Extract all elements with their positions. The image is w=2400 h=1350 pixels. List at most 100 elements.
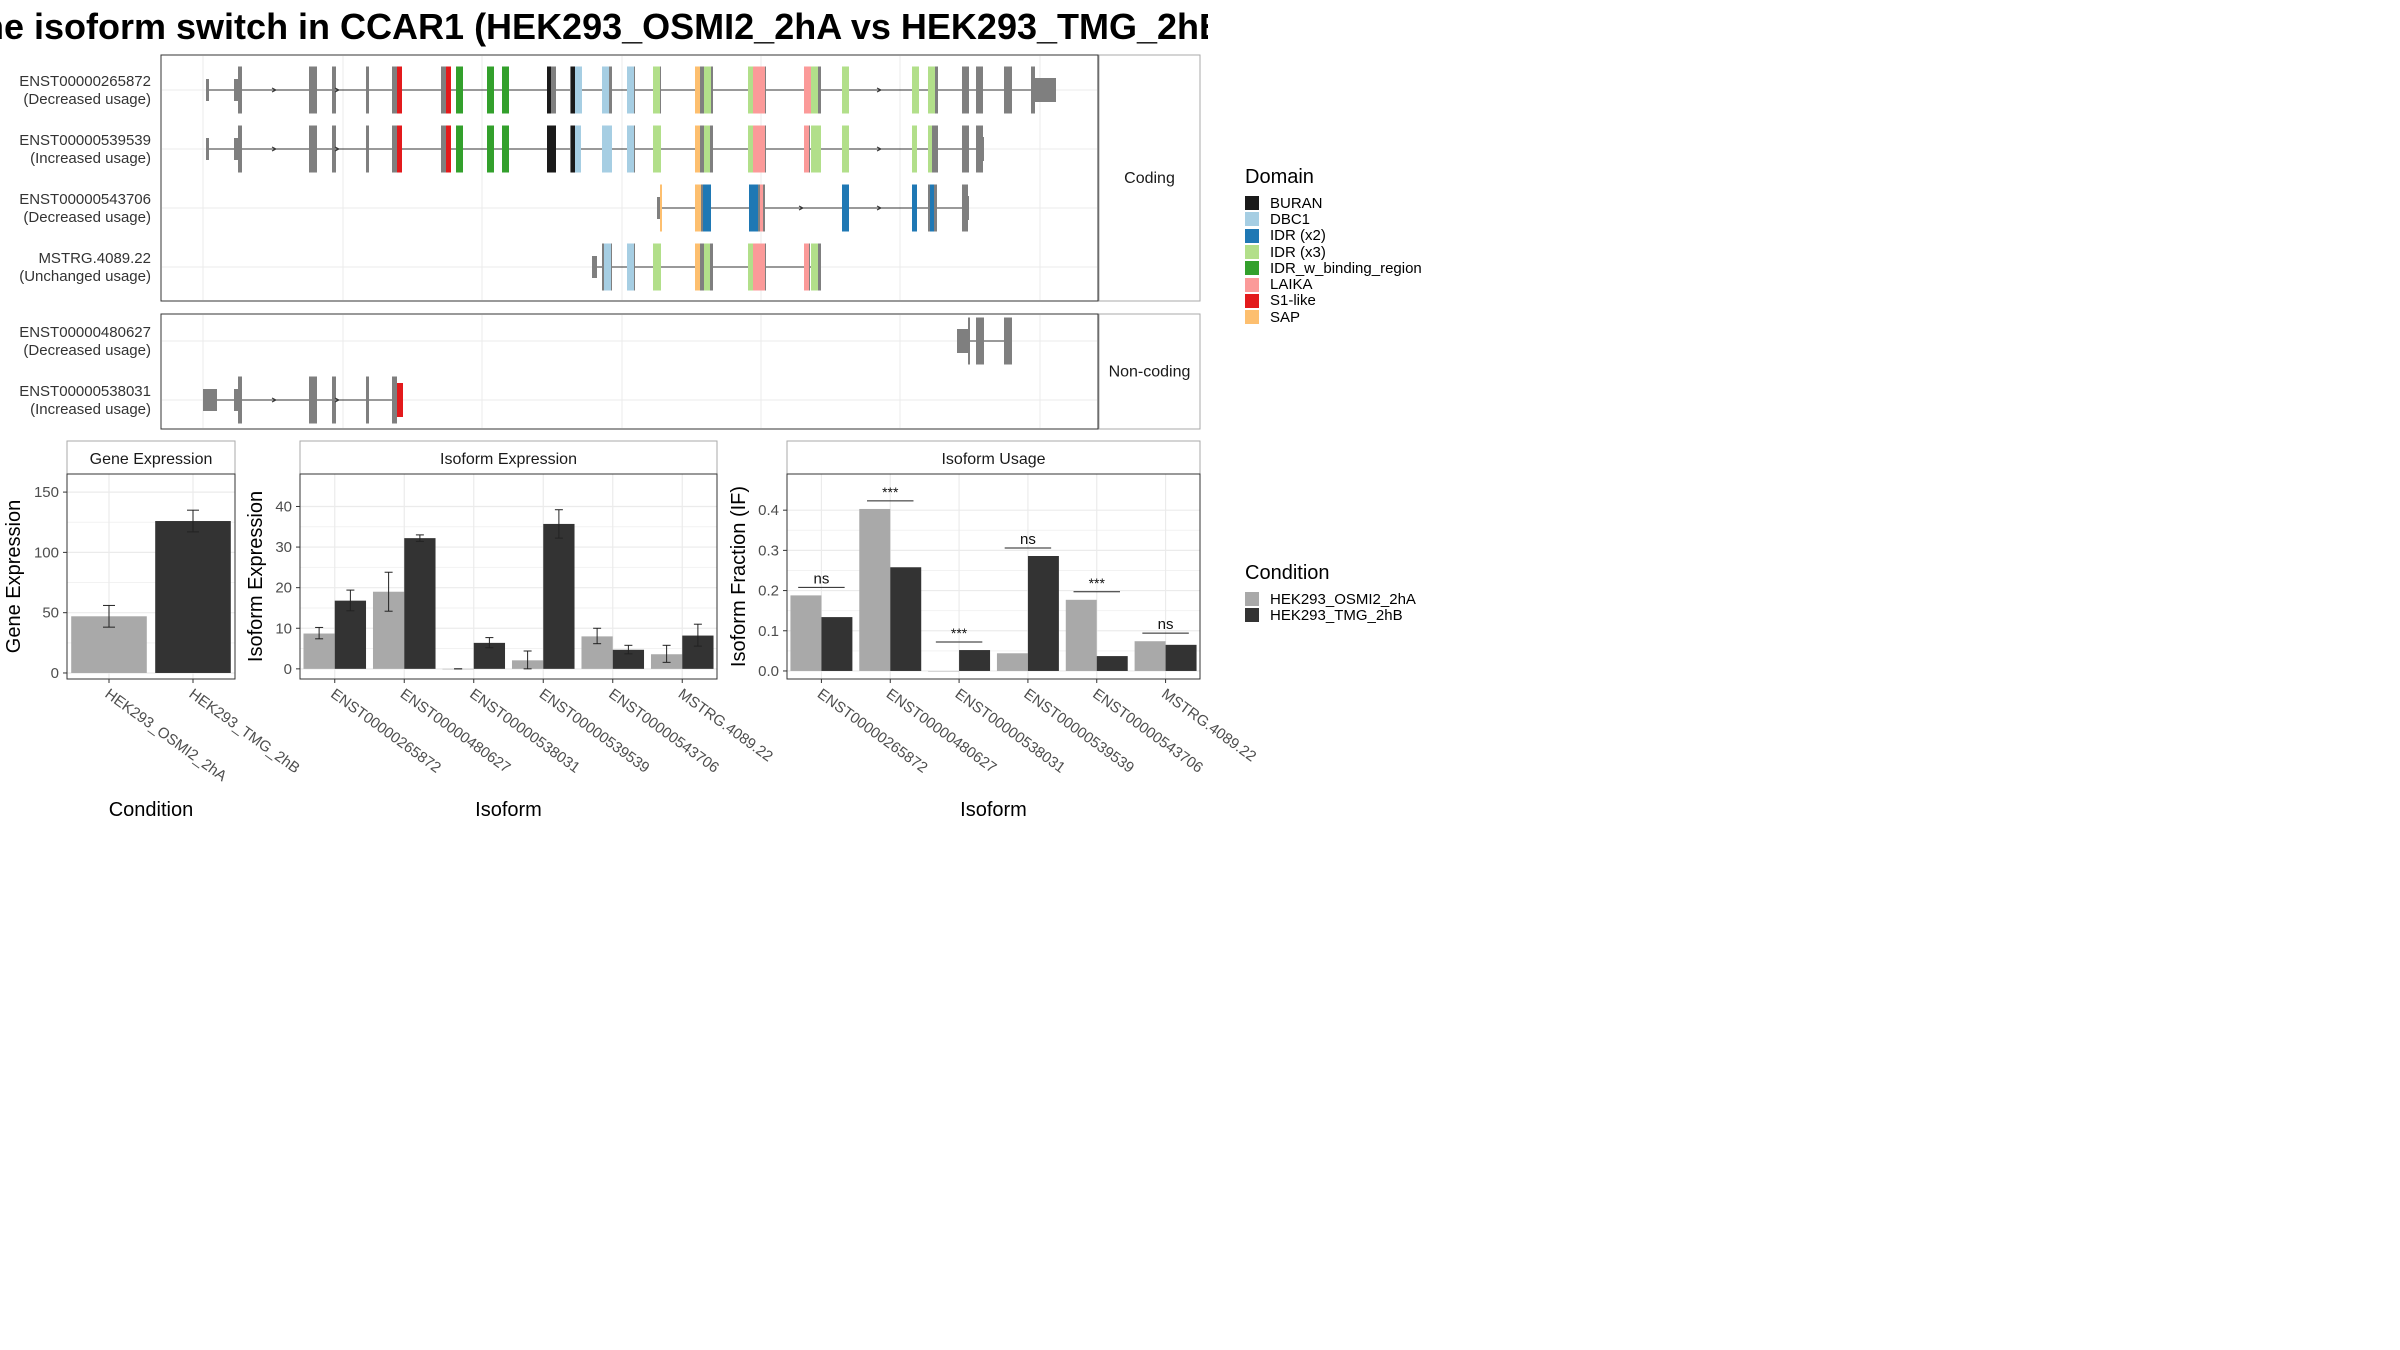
domain-block [695,66,700,114]
domain-block [703,184,711,232]
legend-swatch [1245,277,1259,292]
exon [366,66,369,114]
bar [1165,644,1197,671]
domain-block [748,125,754,173]
transcript-id-label: ENST00000265872 [19,73,151,90]
legend-item-osmi: HEK293_OSMI2_2hA [1245,590,1416,608]
domain-block [446,66,451,114]
strand-arrow [271,146,278,152]
x-axis-title: Isoform [960,799,1027,821]
exon [238,125,242,173]
domain-block [660,184,662,232]
exon [234,79,238,101]
domain-block [571,66,575,114]
exon [392,66,397,114]
x-axis-title: Condition [109,799,194,821]
bar [155,521,231,673]
domain-block [397,383,403,417]
exon [206,138,209,160]
domain-block [804,243,809,291]
y-axis-title: Isoform Fraction (IF) [728,486,750,667]
exon [968,317,970,365]
exon [547,66,556,114]
figure-canvas: CodingNon-codingENST00000265872(Decrease… [3,54,1259,821]
domain-block [456,125,463,173]
y-tick-label: 0.2 [758,583,779,600]
y-tick-label: 0.4 [758,502,779,519]
exon [366,376,369,424]
significance-label: *** [951,625,968,641]
figure-title: he isoform switch in CCAR1 (HEK293_OSMI2… [0,6,1208,47]
plot-border [66,473,236,680]
domain-block [928,66,935,114]
exon [309,376,317,424]
exon [932,125,938,173]
bar [859,508,891,671]
strand-arrow [798,205,805,211]
legend-swatch [1245,261,1259,276]
exon [332,125,336,173]
legend-label: IDR_w_binding_region [1270,259,1422,277]
exon [966,196,969,220]
plot-panel [787,474,1200,679]
exon [1004,317,1012,365]
exon [441,125,446,173]
bar [404,538,436,669]
exon [962,125,969,173]
transcript-usage-label: (Decreased usage) [23,342,151,359]
domain-legend: Domain BURAN DBC1 IDR (x2) IDR (x3) IDR_… [1245,166,1422,326]
legend-swatch [1245,245,1259,260]
exon [441,66,446,114]
exon [592,256,597,278]
noncoding-panel-strip [1098,313,1201,430]
legend-label: HEK293_OSMI2_2hA [1270,590,1416,608]
legend-item-idr-x3: IDR (x3) [1245,243,1422,261]
transcript-usage-label: (Decreased usage) [23,91,151,108]
transcript-id-label: MSTRG.4089.22 [38,250,151,267]
y-tick-label: 0.0 [758,663,779,680]
domain-block [602,66,609,114]
exon [309,66,317,114]
domain-block [653,125,661,173]
legend-label: IDR (x3) [1270,243,1326,261]
domain-block [842,66,849,114]
domain-block [704,243,710,291]
exon [238,376,242,424]
domain-block [749,184,758,232]
legend-swatch [1245,608,1259,623]
significance-label: *** [882,484,899,500]
legend-swatch [1245,196,1259,211]
legend-label: HEK293_TMG_2hB [1270,606,1403,624]
domain-block [547,125,556,173]
strand-arrow [876,146,883,152]
strand-arrow [876,205,883,211]
domain-block [912,184,917,232]
exon [962,184,968,232]
legend-item-buran: BURAN [1245,194,1422,212]
legend-swatch [1245,592,1259,607]
transcript-id-label: ENST00000480627 [19,324,151,341]
domain-block [695,184,701,232]
transcript-id-label: ENST00000539539 [19,132,151,149]
legend-label: BURAN [1270,194,1323,212]
domain-block [928,125,932,173]
strand-arrow [876,87,883,93]
significance-label: *** [1089,575,1106,591]
y-axis-title: Gene Expression [3,500,25,653]
legend-item-sap: SAP [1245,309,1422,326]
legend-item-idr-x2: IDR (x2) [1245,227,1422,245]
domain-block [502,66,509,114]
domain-block [753,243,765,291]
coding-panel-strip-label: Coding [1124,170,1175,187]
domain-block [842,184,849,232]
legend-item-tmg: HEK293_TMG_2hB [1245,606,1416,624]
bar [612,649,645,669]
legend-label: IDR (x2) [1270,227,1326,245]
domain-block [811,66,818,114]
domain-block [704,125,710,173]
domain-block [912,66,919,114]
bar [821,617,853,671]
bar [1027,556,1059,671]
exon [203,389,217,411]
domain-block [804,125,809,173]
